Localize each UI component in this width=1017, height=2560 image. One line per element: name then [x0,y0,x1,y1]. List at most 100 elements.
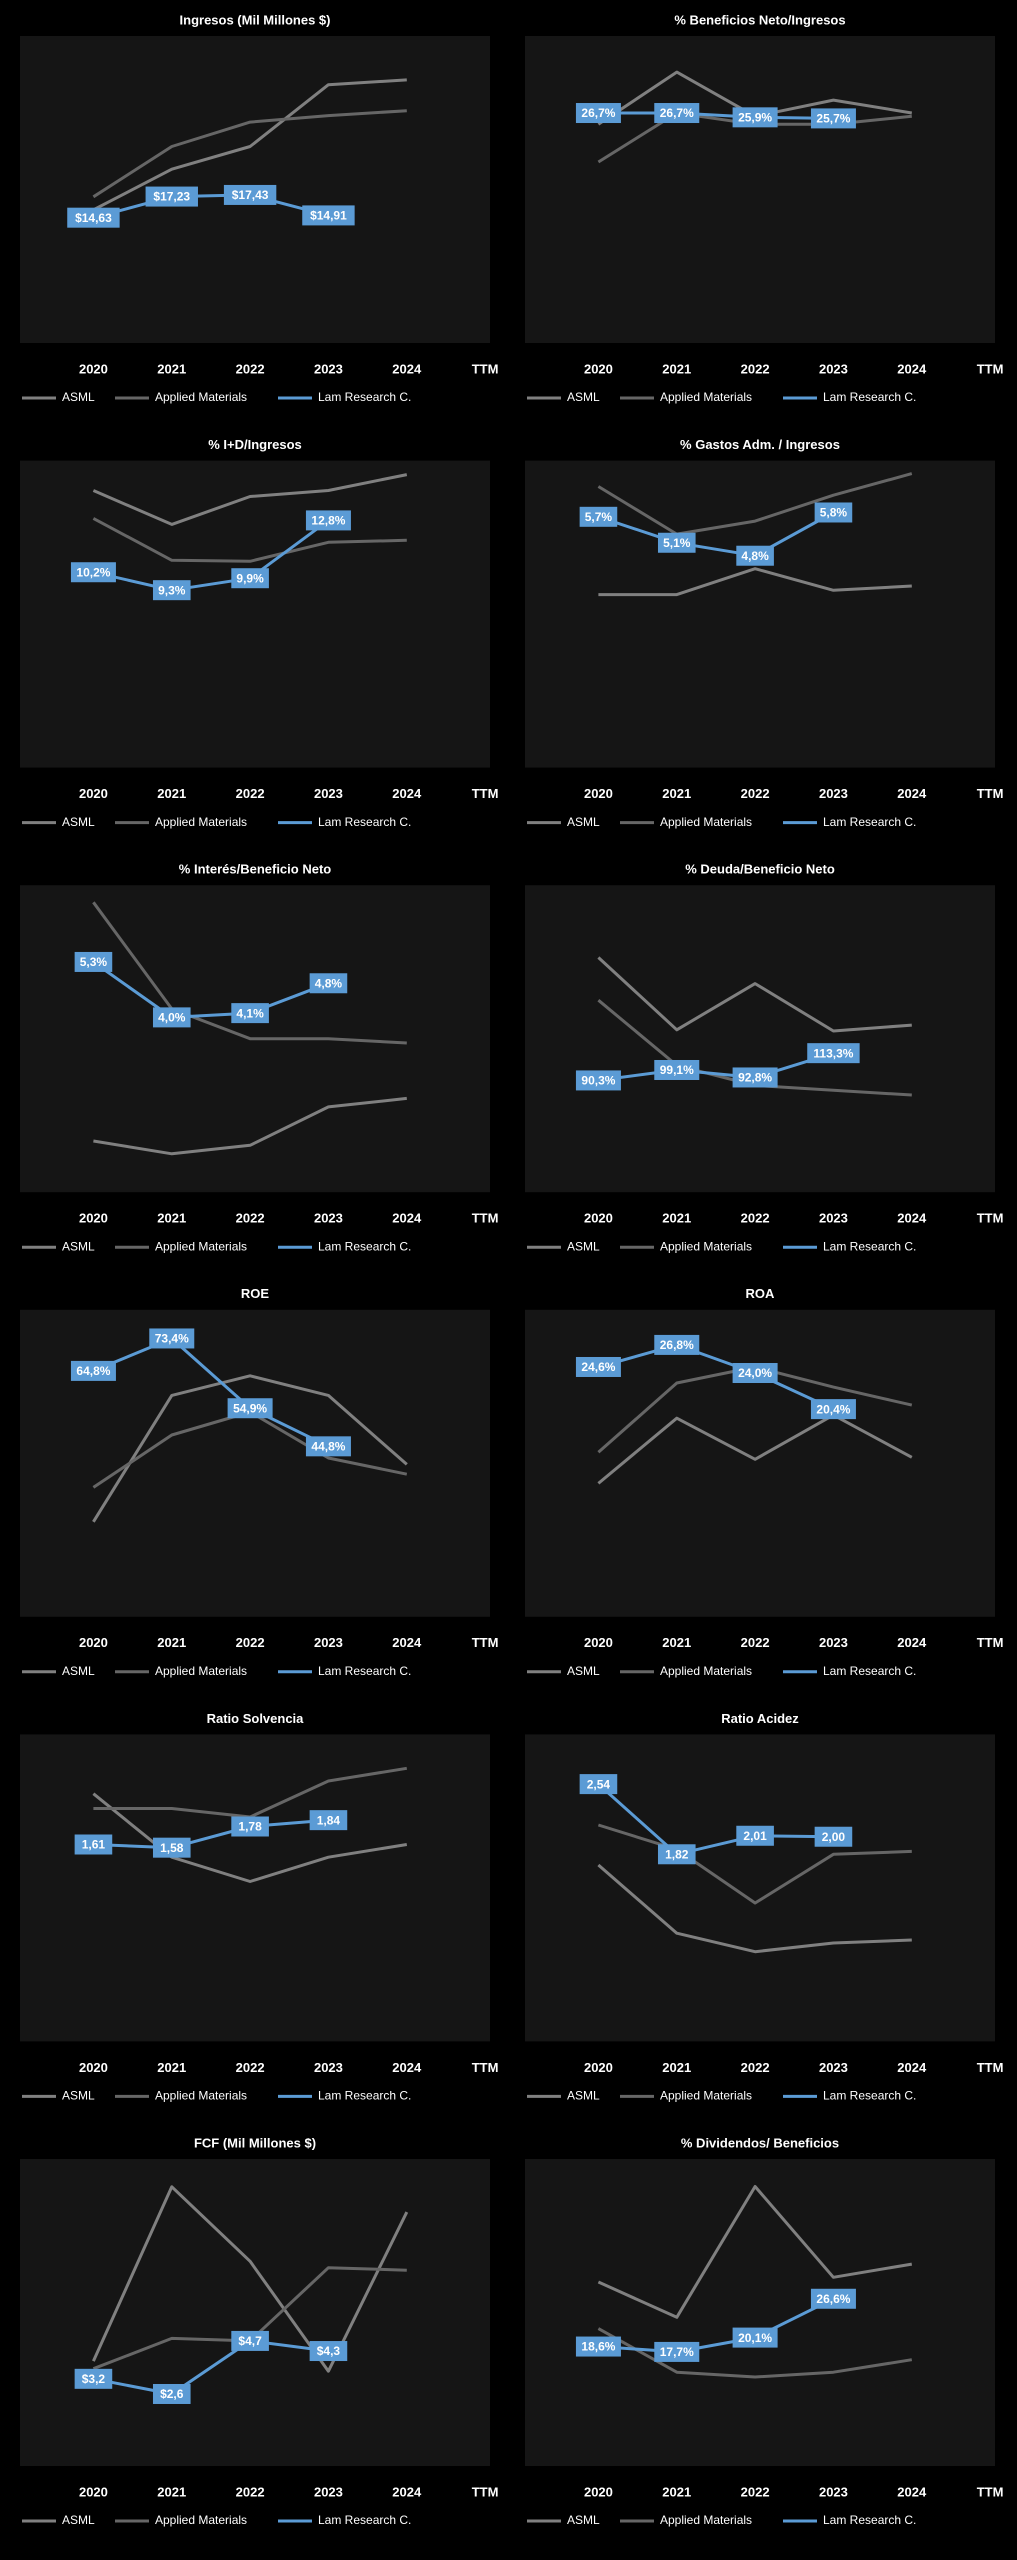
legend-label: Applied Materials [660,390,752,404]
value-label: 5,7% [585,510,613,524]
x-tick-label: 2022 [236,361,265,376]
value-label: 73,4% [155,1332,189,1346]
value-label: 1,61 [82,1838,106,1852]
x-tick-label: TTM [977,2060,1004,2075]
x-tick-label: 2024 [897,1211,927,1226]
x-tick-label: 2022 [236,2060,265,2075]
value-label: 26,6% [816,2292,850,2306]
x-tick-label: 2024 [897,361,927,376]
series-line [597,2327,913,2379]
x-tick-label: 2023 [819,361,848,376]
value-label-box [309,2341,348,2362]
value-label: 2,54 [587,1777,611,1791]
legend-label: Lam Research C. [318,815,411,829]
x-tick-label: 2024 [897,1635,927,1650]
chart-title: % Beneficios Neto/Ingresos [674,12,845,27]
value-label: 20,4% [816,1402,850,1416]
x-tick-label: TTM [977,1635,1004,1650]
value-label-box [74,951,113,972]
value-label: 4,8% [315,976,343,990]
x-tick-label: 2020 [79,2060,108,2075]
chart-title: Ratio Solvencia [207,1711,305,1726]
series-line [92,2185,409,2373]
legend-label: Applied Materials [660,2089,752,2103]
legend-label: ASML [62,1664,95,1678]
series-line [597,472,913,536]
value-label: 18,6% [581,2340,615,2354]
value-label: 1,82 [665,1847,689,1861]
series-line [597,1343,835,1411]
value-label-box [810,2288,856,2309]
value-label: 1,84 [317,1813,341,1827]
x-tick-label: TTM [977,1211,1004,1226]
value-label: $2,6 [160,2387,184,2401]
series-line [93,2339,329,2396]
chart-title: Ratio Acidez [721,1711,799,1726]
value-label-box [309,1810,348,1831]
x-tick-label: 2024 [897,2060,927,2075]
x-tick-label: 2022 [741,1211,770,1226]
x-tick-label: 2023 [314,2060,343,2075]
value-label: 26,8% [660,1338,694,1352]
x-tick-label: 2022 [741,2484,770,2499]
x-tick-label: 2024 [392,361,422,376]
plot-area [525,36,995,343]
x-tick-label: 2020 [79,1635,108,1650]
legend-label: Applied Materials [155,1239,247,1253]
plot-area [20,2159,490,2466]
chart-title: % Deuda/Beneficio Neto [685,862,835,877]
x-tick-label: 2024 [392,1211,422,1226]
value-label: $17,23 [153,190,190,204]
value-label-box [579,1774,618,1795]
legend-label: Applied Materials [155,815,247,829]
value-label-box [732,107,778,128]
value-label: 113,3% [813,1046,853,1060]
x-tick-label: 2020 [584,1635,613,1650]
chart-title: ROE [241,1286,270,1301]
series-line [92,517,407,563]
value-label: $14,91 [310,209,347,223]
x-tick-label: 2023 [314,2484,343,2499]
legend-label: ASML [62,815,95,829]
value-label: 20,1% [738,2331,772,2345]
x-tick-label: TTM [472,1635,499,1650]
value-label-box [70,1360,116,1381]
legend-label: Lam Research C. [318,1239,411,1253]
x-tick-label: 2022 [741,1635,770,1650]
legend-label: ASML [567,2089,600,2103]
value-label: 2,00 [822,1830,846,1844]
value-label: 9,3% [158,583,186,597]
legend-label: ASML [62,390,95,404]
x-tick-label: 2023 [314,1635,343,1650]
value-label-box [231,568,269,589]
legend-label: ASML [62,2089,95,2103]
series-line [598,2297,835,2354]
plot-area [525,2159,995,2466]
value-label-box [70,562,116,583]
x-tick-label: TTM [472,786,499,801]
x-tick-label: 2023 [819,786,848,801]
value-label-box [305,510,351,531]
series-line [93,519,330,592]
x-tick-label: TTM [977,786,1004,801]
value-label-box [149,1328,195,1349]
legend-label: ASML [567,815,600,829]
value-label: 25,9% [738,110,772,124]
chart-title: % I+D/Ingresos [208,437,302,452]
value-label: 10,2% [76,565,110,579]
value-label-box [152,2383,191,2404]
value-label-box [807,1043,860,1064]
value-label-box [67,207,120,228]
legend-label: ASML [567,2513,600,2527]
x-tick-label: 2022 [236,1211,265,1226]
plot-area [525,885,995,1193]
plot-area [20,460,490,768]
series-line [92,901,407,1045]
x-tick-label: 2023 [819,2060,848,2075]
value-label-box [231,2330,269,2351]
series-line [597,956,912,1033]
value-label: 4,0% [158,1011,186,1025]
x-tick-label: TTM [472,2060,499,2075]
